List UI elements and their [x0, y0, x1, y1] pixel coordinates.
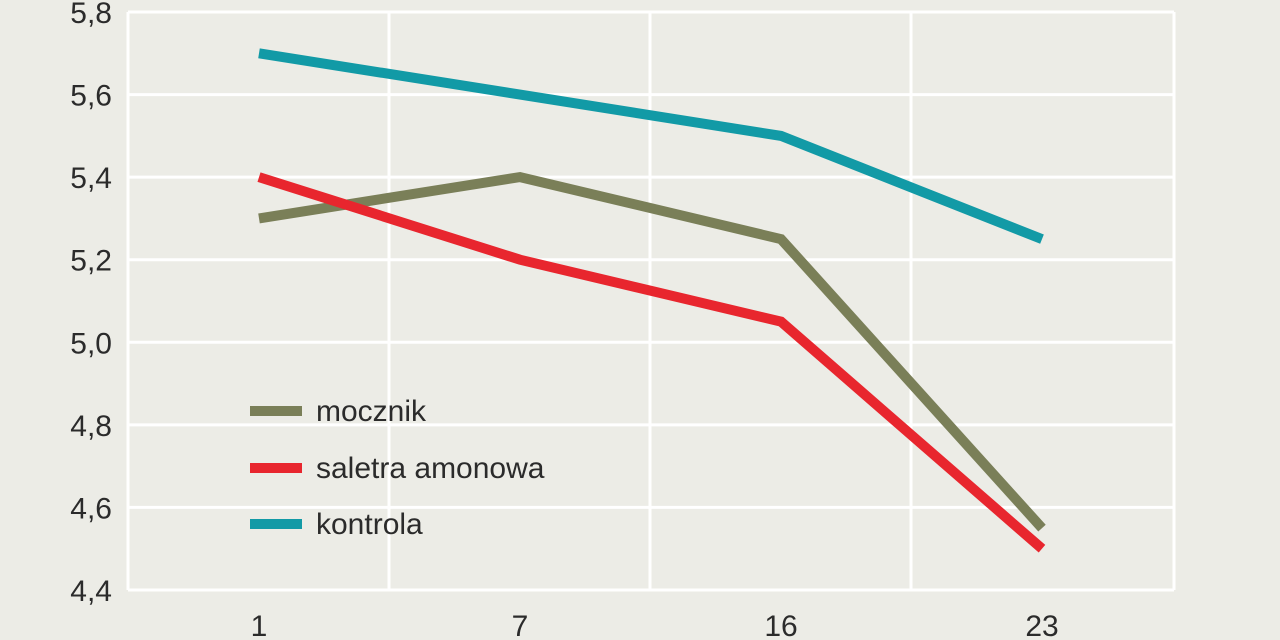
y-tick-label: 4,8	[70, 410, 112, 443]
y-tick-label: 5,4	[70, 162, 112, 195]
series-line-1	[258, 172, 1046, 532]
y-tick-label: 5,0	[70, 327, 112, 360]
x-tick-label: 7	[512, 610, 529, 640]
y-tick-label: 5,2	[70, 245, 112, 278]
y-tick-label: 4,4	[70, 575, 112, 608]
legend-label: mocznik	[316, 395, 427, 428]
x-tick-label: 1	[251, 610, 268, 640]
legend: mocznik saletra amonowa kontrola	[250, 395, 545, 541]
series-line-3	[258, 48, 1044, 244]
x-tick-label: 16	[764, 610, 797, 640]
series-lines	[257, 48, 1046, 553]
legend-label: saletra amonowa	[316, 452, 545, 485]
x-axis-tick-labels: 1 7 16 23	[251, 610, 1059, 640]
grid-lines	[126, 10, 1176, 592]
y-tick-label: 4,6	[70, 492, 112, 525]
x-tick-label: 23	[1025, 610, 1058, 640]
y-tick-label: 5,8	[70, 0, 112, 30]
y-tick-label: 5,6	[70, 80, 112, 113]
legend-label: kontrola	[316, 508, 423, 541]
y-axis-tick-labels: 4,4 4,6 4,8 5,0 5,2 5,4 5,6 5,8	[70, 0, 112, 608]
series-line-2	[257, 172, 1046, 553]
